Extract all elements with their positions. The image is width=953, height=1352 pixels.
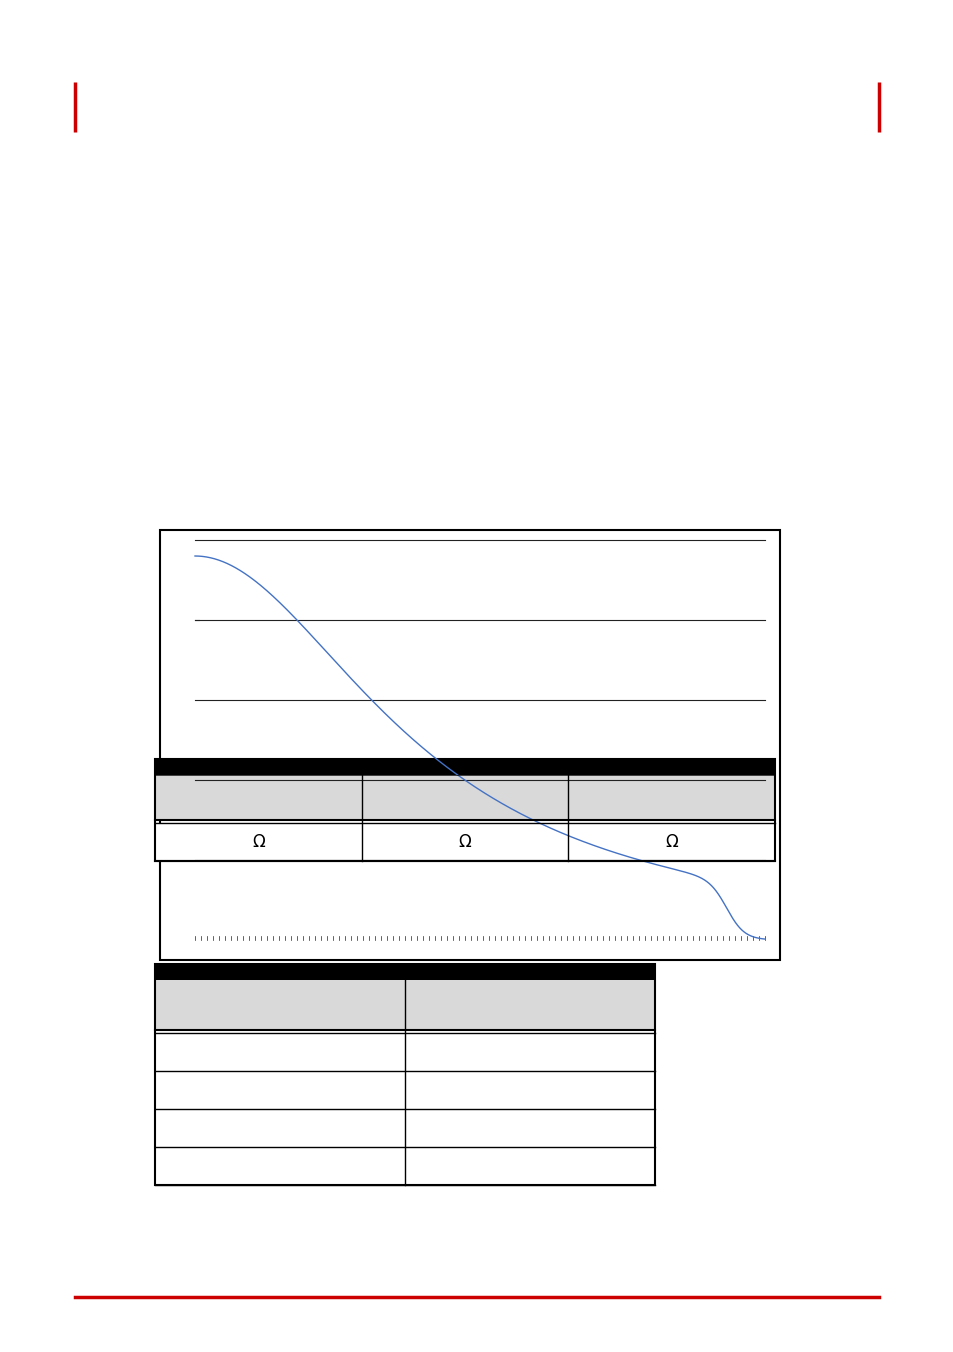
Bar xyxy=(154,1146,655,1184)
Text: Ω: Ω xyxy=(252,833,264,850)
Bar xyxy=(154,1109,655,1146)
Bar xyxy=(154,758,774,861)
Bar xyxy=(154,980,655,1030)
Bar xyxy=(154,1071,655,1109)
Bar xyxy=(154,775,774,821)
Bar xyxy=(154,758,774,775)
Bar xyxy=(154,964,655,980)
Bar xyxy=(154,964,655,1184)
Bar xyxy=(154,823,774,861)
Bar xyxy=(160,530,780,960)
Text: Ω: Ω xyxy=(664,833,678,850)
Bar xyxy=(154,1033,655,1071)
Text: Ω: Ω xyxy=(458,833,471,850)
